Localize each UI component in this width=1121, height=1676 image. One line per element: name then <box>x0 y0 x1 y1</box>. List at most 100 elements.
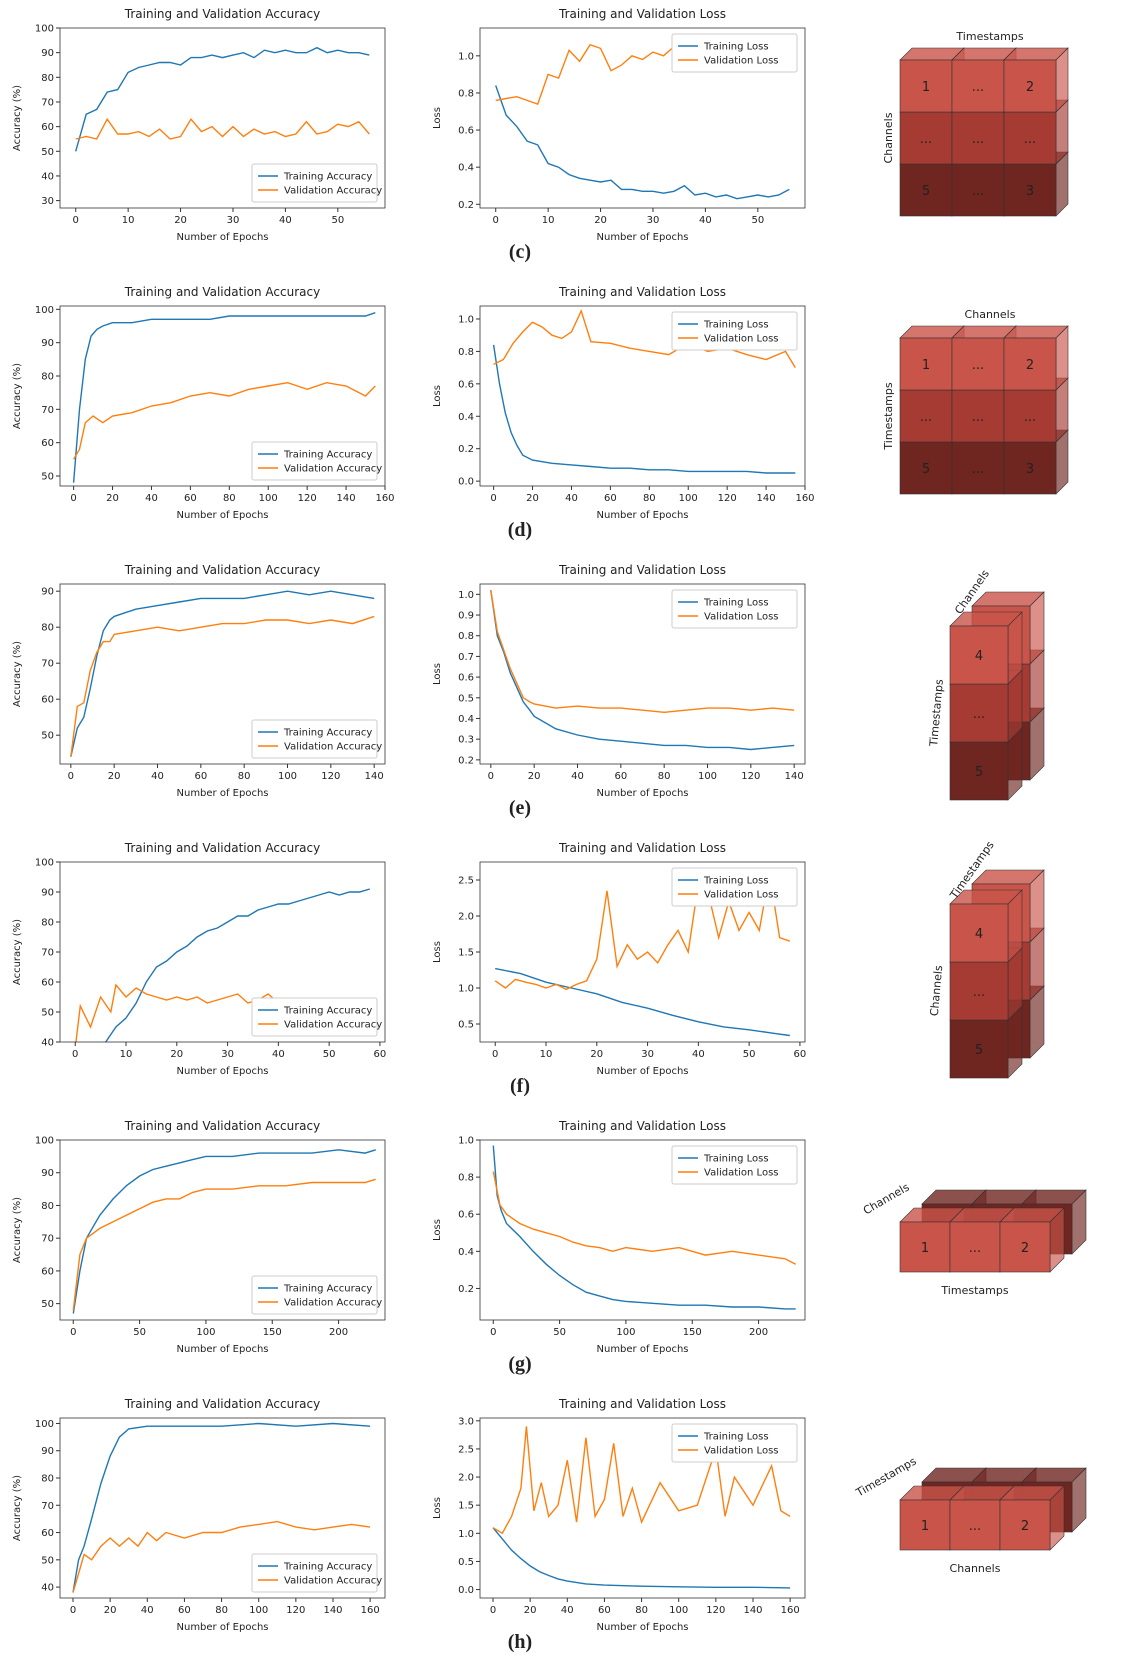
legend-label: Training Accuracy <box>283 450 372 461</box>
y-tick-label: 1.0 <box>458 1529 474 1540</box>
series-line <box>492 1426 791 1535</box>
x-tick-label: 50 <box>751 215 764 226</box>
legend-label: Training Accuracy <box>283 172 372 183</box>
x-tick-label: 120 <box>298 493 317 504</box>
y-tick-label: 1.0 <box>458 1136 474 1147</box>
y-tick-label: 60 <box>41 1528 54 1539</box>
x-tick-label: 80 <box>215 1605 228 1616</box>
y-tick-label: 100 <box>35 24 54 35</box>
x-tick-label: 150 <box>263 1327 282 1338</box>
x-tick-label: 0 <box>490 1327 496 1338</box>
x-axis-label: Number of Epochs <box>597 1622 689 1633</box>
legend-label: Validation Accuracy <box>284 186 382 197</box>
series-line <box>492 344 796 474</box>
legend-label: Validation Loss <box>704 1168 779 1179</box>
x-tick-label: 60 <box>794 1049 807 1060</box>
y-tick-label: 60 <box>41 695 54 706</box>
cube-front <box>949 1499 1001 1551</box>
x-tick-label: 30 <box>227 215 240 226</box>
y-tick-label: 0.2 <box>458 200 474 211</box>
panel-label: (f) <box>510 1075 530 1097</box>
cube-cell-label: ... <box>920 132 932 147</box>
x-tick-label: 40 <box>145 493 158 504</box>
y-tick-label: 80 <box>41 73 54 84</box>
y-tick-label: 80 <box>41 1474 54 1485</box>
y-tick-label: 0.8 <box>458 347 474 358</box>
x-tick-label: 160 <box>375 493 394 504</box>
legend-label: Training Accuracy <box>283 1562 372 1573</box>
x-tick-label: 0 <box>73 215 79 226</box>
legend-label: Validation Accuracy <box>284 464 382 475</box>
x-tick-label: 0 <box>490 493 496 504</box>
x-tick-label: 160 <box>795 493 814 504</box>
cube-front <box>999 1499 1051 1551</box>
y-tick-label: 0.2 <box>458 444 474 455</box>
x-tick-label: 60 <box>614 771 627 782</box>
x-tick-label: 20 <box>108 771 121 782</box>
cube-cell-label: ... <box>969 1241 981 1256</box>
x-axis-label: Number of Epochs <box>177 232 269 243</box>
y-tick-label: 40 <box>41 171 54 182</box>
y-tick-label: 0.9 <box>458 611 474 622</box>
x-tick-label: 100 <box>679 493 698 504</box>
x-tick-label: 40 <box>571 771 584 782</box>
cube-front <box>949 625 1009 685</box>
y-tick-label: 2.5 <box>458 1444 474 1455</box>
y-tick-label: 70 <box>41 405 54 416</box>
y-tick-label: 0.4 <box>458 714 474 725</box>
legend-label: Training Accuracy <box>283 1006 372 1017</box>
legend-box <box>251 719 378 759</box>
cube-axis-label: Timestamps <box>927 678 946 747</box>
x-tick-label: 120 <box>706 1605 725 1616</box>
y-tick-label: 1.5 <box>458 948 474 959</box>
y-tick-label: 0.6 <box>458 1210 474 1221</box>
x-tick-label: 140 <box>743 1605 762 1616</box>
y-tick-label: 1.0 <box>458 51 474 62</box>
y-tick-label: 90 <box>41 587 54 598</box>
x-tick-label: 0 <box>488 771 494 782</box>
series-line <box>75 117 370 140</box>
x-tick-label: 10 <box>122 215 135 226</box>
x-tick-label: 100 <box>259 493 278 504</box>
cube-cell-label: ... <box>1024 410 1036 425</box>
chart-title: Training and Validation Loss <box>558 1119 726 1133</box>
series-line <box>72 1178 376 1311</box>
panel-label: (g) <box>508 1353 531 1375</box>
x-axis-label: Number of Epochs <box>597 788 689 799</box>
legend-label: Training Loss <box>703 598 769 609</box>
x-tick-label: 20 <box>104 1605 117 1616</box>
x-tick-label: 50 <box>323 1049 336 1060</box>
y-tick-label: 50 <box>41 1299 54 1310</box>
y-tick-label: 90 <box>41 1446 54 1457</box>
cube-front <box>1003 337 1057 391</box>
plot-frame <box>479 583 806 765</box>
legend-box <box>671 589 798 629</box>
cube-front <box>899 111 953 165</box>
series-line <box>492 1527 791 1589</box>
plot-frame <box>479 1139 806 1321</box>
y-tick-label: 60 <box>41 438 54 449</box>
x-tick-label: 40 <box>692 1049 705 1060</box>
series-line <box>492 1171 797 1265</box>
y-axis-label: Loss <box>432 1497 443 1519</box>
y-tick-label: 0.8 <box>458 1173 474 1184</box>
cube-front <box>949 903 1009 963</box>
y-tick-label: 90 <box>41 338 54 349</box>
y-tick-label: 1.5 <box>458 1501 474 1512</box>
y-tick-label: 0.4 <box>458 1247 474 1258</box>
legend-box <box>671 1423 798 1463</box>
plot-frame <box>479 305 806 487</box>
x-tick-label: 60 <box>604 493 617 504</box>
legend-label: Validation Accuracy <box>284 1020 382 1031</box>
y-tick-label: 70 <box>41 97 54 108</box>
cube-front <box>999 1221 1051 1273</box>
x-tick-label: 140 <box>365 771 384 782</box>
x-tick-label: 20 <box>526 493 539 504</box>
legend-box <box>671 311 798 351</box>
cube-cell-label: ... <box>972 462 984 477</box>
legend-box <box>251 163 378 203</box>
y-tick-label: 70 <box>41 1501 54 1512</box>
cube-cell-label: ... <box>973 985 985 1000</box>
y-tick-label: 50 <box>41 147 54 158</box>
